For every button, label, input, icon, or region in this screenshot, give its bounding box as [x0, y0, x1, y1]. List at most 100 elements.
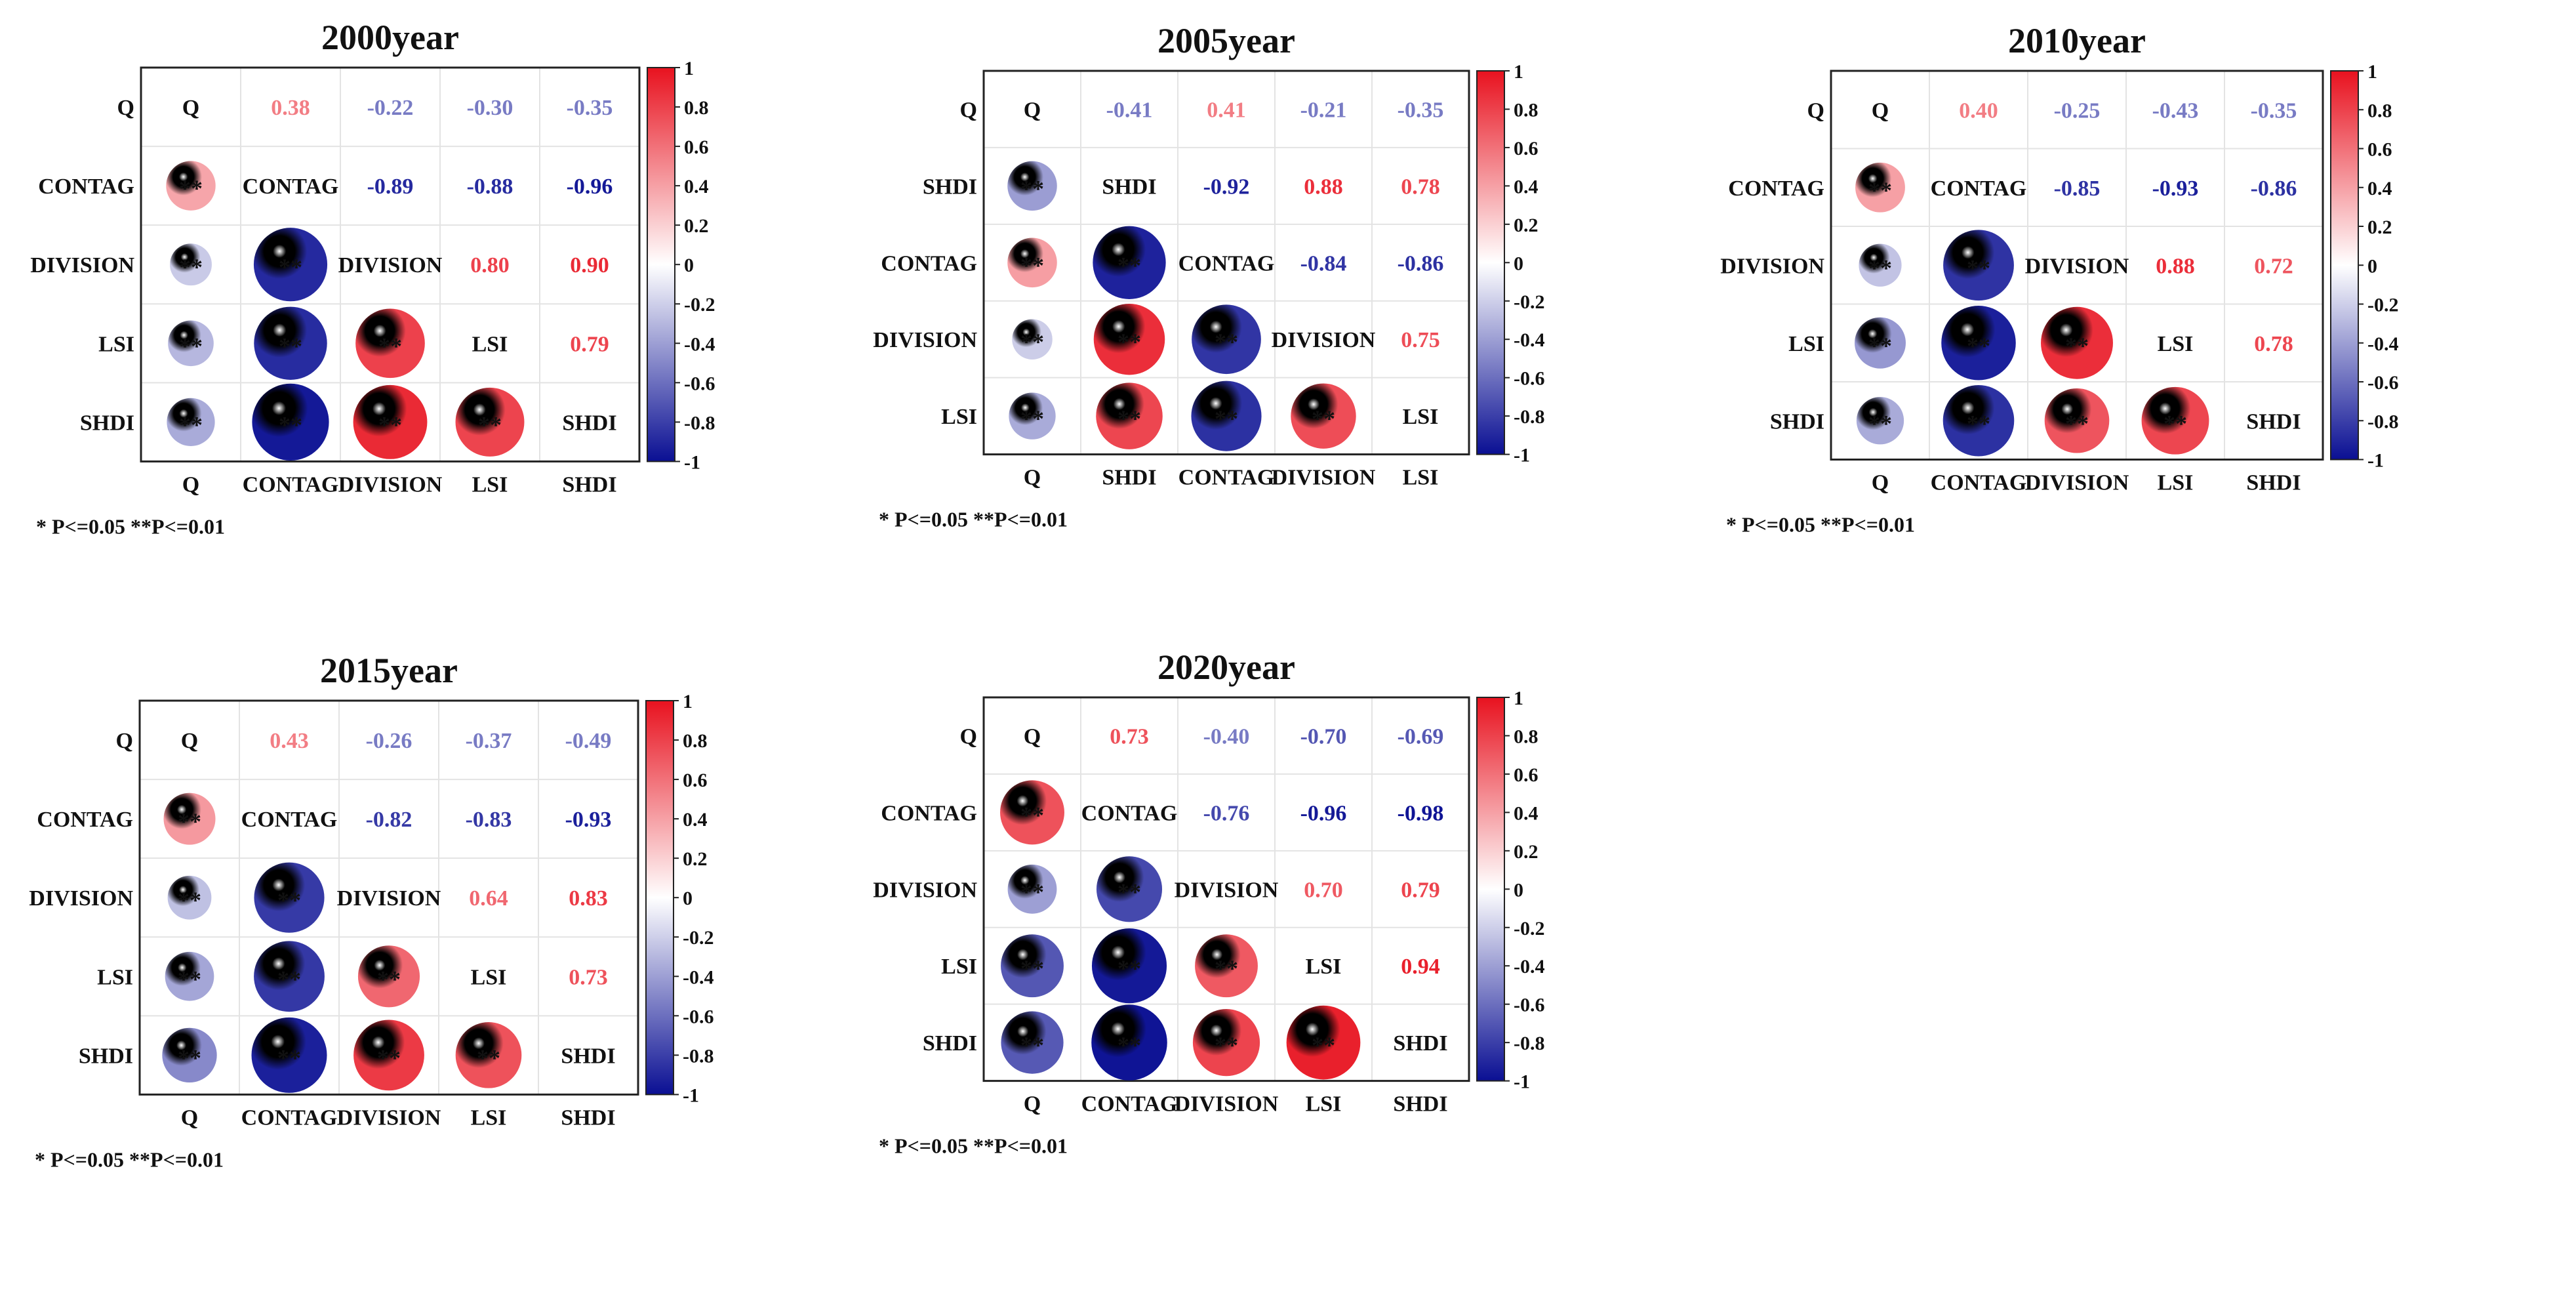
- diagonal-label: CONTAG: [243, 175, 339, 199]
- correlation-value: 0.94: [1401, 955, 1440, 979]
- panel-title: 2020year: [1157, 648, 1295, 687]
- significance-marker: **: [1967, 333, 1990, 359]
- row-label: SHDI: [923, 1031, 977, 1056]
- panel-title: 2010year: [2008, 21, 2146, 60]
- correlation-value: -0.86: [2251, 176, 2297, 201]
- column-label: CONTAG: [243, 472, 339, 497]
- row-label: DIVISION: [29, 886, 133, 911]
- correlation-circle: [163, 793, 216, 845]
- column-label: SHDI: [2246, 471, 2301, 495]
- correlation-circle: [1941, 305, 2016, 381]
- panel-title: 2005year: [1157, 21, 1295, 60]
- diagonal-label: LSI: [1306, 955, 1342, 979]
- correlation-value: -0.37: [466, 729, 512, 753]
- significance-footnote: * P<=0.05 **P<=0.01: [879, 508, 1068, 531]
- column-label: LSI: [1306, 1092, 1342, 1117]
- column-label: SHDI: [562, 472, 616, 497]
- significance-marker: **: [377, 1044, 401, 1071]
- significance-marker: **: [1117, 1032, 1141, 1058]
- colorbar-tick-label: -0.6: [683, 1006, 714, 1027]
- correlation-value: 0.83: [569, 886, 608, 911]
- colorbar-tick-label: -0.2: [1514, 291, 1545, 313]
- correlation-circle: [1855, 162, 1905, 213]
- correlation-circle: [353, 384, 428, 459]
- correlation-circle: [1091, 1004, 1167, 1081]
- column-label: CONTAG: [1178, 466, 1275, 490]
- colorbar-tick-label: 0.8: [684, 97, 709, 119]
- diagonal-label: Q: [181, 729, 198, 753]
- column-label: Q: [182, 472, 199, 497]
- colorbar-tick-label: -0.4: [1514, 956, 1545, 978]
- colorbar-tick-label: 0.6: [2367, 139, 2392, 161]
- colorbar-tick-label: -1: [2367, 450, 2384, 472]
- significance-marker: **: [1020, 955, 1044, 981]
- significance-footnote: * P<=0.05 **P<=0.01: [35, 1147, 224, 1171]
- colorbar-tick-label: 1: [683, 691, 693, 712]
- diagonal-label: SHDI: [2246, 409, 2301, 434]
- significance-marker: **: [277, 887, 301, 913]
- significance-marker: **: [378, 333, 402, 359]
- colorbar-tick-label: 1: [1514, 61, 1523, 83]
- correlation-circle: [254, 941, 325, 1012]
- correlation-circle: [1859, 243, 1902, 287]
- colorbar-tick-label: -0.2: [683, 927, 714, 949]
- correlation-circle: [254, 306, 327, 380]
- colorbar: [1476, 70, 1505, 455]
- diagonal-label: DIVISION: [337, 886, 441, 911]
- colorbar-tick-label: -1: [684, 451, 700, 473]
- significance-marker: **: [1020, 802, 1044, 828]
- correlation-value: -0.41: [1106, 98, 1153, 122]
- significance-marker: **: [1020, 329, 1044, 355]
- column-label: DIVISION: [2025, 471, 2129, 495]
- correlation-value: 0.90: [570, 253, 609, 278]
- diagonal-label: SHDI: [561, 1044, 615, 1068]
- significance-marker: **: [277, 1044, 301, 1071]
- significance-marker: **: [179, 254, 203, 280]
- row-label: LSI: [97, 965, 133, 989]
- colorbar-tick-label: 0.6: [1514, 138, 1539, 159]
- correlation-value: -0.89: [367, 175, 414, 199]
- diagonal-label: SHDI: [1393, 1031, 1447, 1056]
- row-label: CONTAG: [1728, 176, 1824, 201]
- significance-footnote: * P<=0.05 **P<=0.01: [1726, 513, 1915, 537]
- correlation-value: -0.96: [567, 175, 613, 199]
- diagonal-label: CONTAG: [1081, 801, 1178, 825]
- column-label: DIVISION: [338, 472, 443, 497]
- significance-marker: **: [179, 175, 203, 201]
- correlation-value: 0.73: [1110, 724, 1149, 749]
- correlation-circle: [252, 383, 329, 461]
- correlation-value: -0.82: [366, 808, 413, 832]
- colorbar-tick-label: 0: [683, 888, 693, 909]
- correlation-value: 0.38: [271, 96, 310, 120]
- significance-marker: **: [1868, 333, 1892, 359]
- diagonal-label: CONTAG: [1178, 251, 1275, 276]
- diagonal-label: CONTAG: [241, 808, 338, 832]
- row-label: CONTAG: [38, 175, 134, 199]
- panel-frame: [982, 70, 1470, 456]
- correlation-value: -0.21: [1300, 98, 1347, 122]
- correlation-value: 0.72: [2254, 254, 2293, 278]
- diagonal-label: CONTAG: [1931, 176, 2027, 201]
- colorbar-tick-label: -1: [1514, 445, 1530, 466]
- column-label: Q: [1872, 471, 1889, 495]
- significance-marker: **: [279, 333, 302, 359]
- correlation-circle: [1191, 381, 1262, 451]
- colorbar-tick-label: 0.2: [2367, 216, 2392, 238]
- correlation-value: 0.88: [1304, 175, 1343, 199]
- correlation-value: -0.98: [1398, 801, 1444, 825]
- correlation-circle: [167, 398, 215, 446]
- colorbar-tick-label: -1: [683, 1084, 699, 1106]
- row-label: Q: [960, 98, 977, 122]
- row-label: SHDI: [1770, 409, 1824, 434]
- correlation-value: 0.64: [469, 886, 508, 911]
- colorbar-tick-label: 1: [1514, 688, 1523, 709]
- column-label: CONTAG: [241, 1105, 338, 1130]
- correlation-value: 0.40: [1959, 98, 1998, 123]
- correlation-value: -0.43: [2152, 98, 2199, 123]
- colorbar-tick-label: -0.8: [2367, 411, 2399, 432]
- correlation-circle: [1286, 1005, 1361, 1080]
- row-label: Q: [117, 96, 134, 120]
- correlation-value: -0.76: [1203, 801, 1250, 825]
